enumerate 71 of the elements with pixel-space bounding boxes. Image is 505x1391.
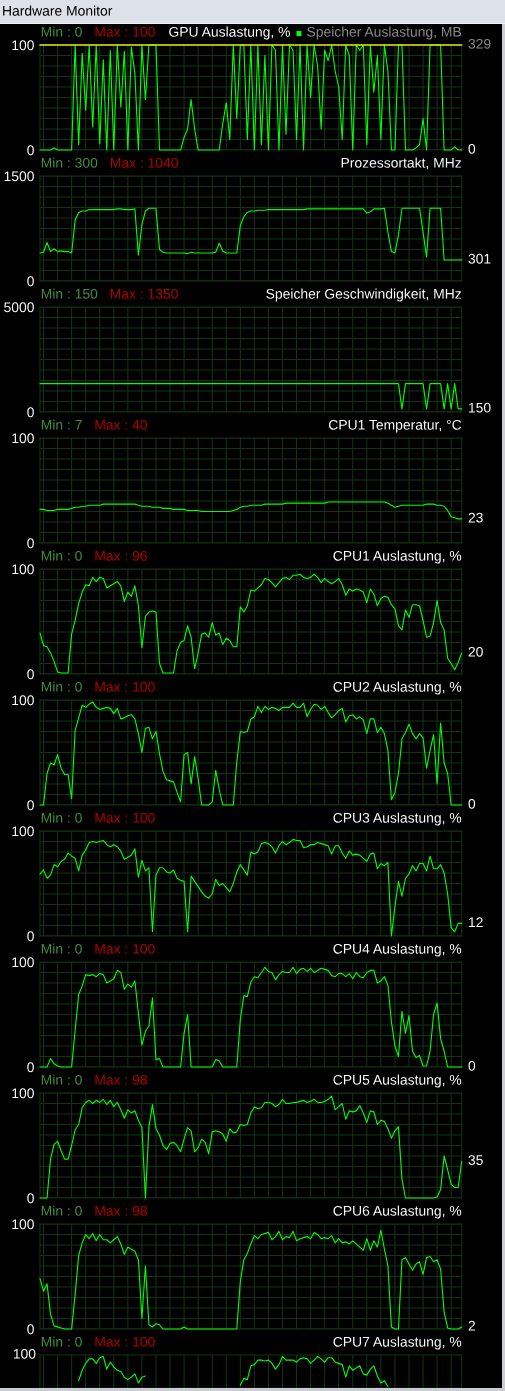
y-tick-label: 100	[12, 1219, 34, 1230]
line-series	[39, 207, 463, 261]
data-label: 35	[468, 1155, 483, 1165]
text: Max : 1350	[110, 288, 178, 299]
line-series	[39, 501, 463, 520]
text: Min : 0	[41, 1205, 82, 1216]
y-tick-label: 0	[27, 669, 34, 680]
y-axis-title: Speicher Geschwindigkeit, MHz	[266, 288, 462, 302]
text: Min : 300	[41, 157, 98, 168]
y-tick-label: 0	[27, 1062, 34, 1073]
chart-title: Hardware Monitor	[3, 5, 113, 16]
y-tick-label: 100	[12, 564, 34, 575]
text: Min : 0	[41, 26, 82, 37]
y2-tick-label: 0	[468, 143, 476, 154]
text: Max : 100	[95, 943, 155, 954]
data-label: 0	[468, 1060, 476, 1071]
data-label: 23	[468, 512, 483, 523]
text: Min : 0	[41, 943, 82, 954]
text: Max : 98	[95, 1205, 147, 1216]
data-label: 150	[469, 402, 491, 413]
y-tick-label: 100	[12, 695, 34, 706]
text: Max : 100	[95, 812, 155, 823]
data-label: 0	[468, 798, 476, 809]
y-axis-title: CPU5 Auslastung, %	[333, 1074, 462, 1088]
text: Min : 0	[41, 812, 82, 823]
text: Max : 100	[95, 681, 155, 692]
line-series	[39, 44, 463, 151]
text: Max : 100	[95, 26, 155, 37]
line-series	[39, 1095, 463, 1199]
text: Max : 40	[95, 419, 148, 430]
text: Max : 98	[95, 1074, 147, 1085]
text: Min : 150	[41, 288, 98, 299]
text: Min : 0	[41, 681, 82, 692]
text: Min : 0	[41, 1074, 82, 1085]
text: Min : 7	[41, 419, 82, 430]
line-series	[39, 701, 463, 806]
y-tick-label: 0	[27, 276, 34, 287]
y-tick-label: 100	[12, 1088, 34, 1099]
text: Min : 0	[41, 550, 82, 561]
y-axis-title: GPU Auslastung, %	[169, 26, 290, 40]
y-tick-label: 0	[27, 538, 34, 549]
y-axis-title: CPU3 Auslastung, %	[333, 812, 462, 826]
y-tick-label: 0	[27, 145, 34, 156]
y-axis-title: Prozessortakt, MHz	[341, 157, 462, 170]
y-axis-title: CPU1 Auslastung, %	[333, 550, 462, 564]
y-tick-label: 0	[27, 931, 34, 942]
y-tick-label: 5000	[4, 302, 34, 313]
data-label: 12	[469, 917, 483, 927]
y-tick-label: 100	[12, 957, 34, 968]
y-axis-title: CPU6 Auslastung, %	[333, 1205, 462, 1219]
y-tick-label: 0	[27, 1324, 34, 1335]
data-label: 20	[468, 646, 483, 657]
text: Max : 100	[95, 1336, 155, 1347]
y-axis-title: CPU2 Auslastung, %	[333, 681, 462, 695]
y-tick-label: 100	[12, 826, 34, 837]
y-axis-title: CPU4 Auslastung, %	[333, 943, 462, 957]
y2-tick-label: 329	[468, 38, 491, 49]
text: Max : 96	[95, 550, 147, 561]
y-axis-title: CPU1 Temperatur, °C	[328, 419, 462, 433]
y-tick-label: 100	[12, 433, 34, 444]
text: Min : 0	[41, 1336, 82, 1347]
y-tick-label: 0	[27, 407, 34, 418]
y2-axis-title: Speicher Auslastung, MB	[307, 26, 461, 40]
data-label: 301	[468, 253, 491, 264]
y-tick-label: 1500	[4, 171, 34, 182]
y-axis-title: CPU7 Auslastung, %	[333, 1336, 462, 1350]
y-tick-label: 0	[27, 1193, 34, 1204]
y-tick-label: 100	[12, 40, 34, 51]
data-label: 2	[468, 1320, 475, 1331]
y-tick-label: 0	[27, 800, 34, 811]
text: Max : 1040	[110, 157, 178, 168]
